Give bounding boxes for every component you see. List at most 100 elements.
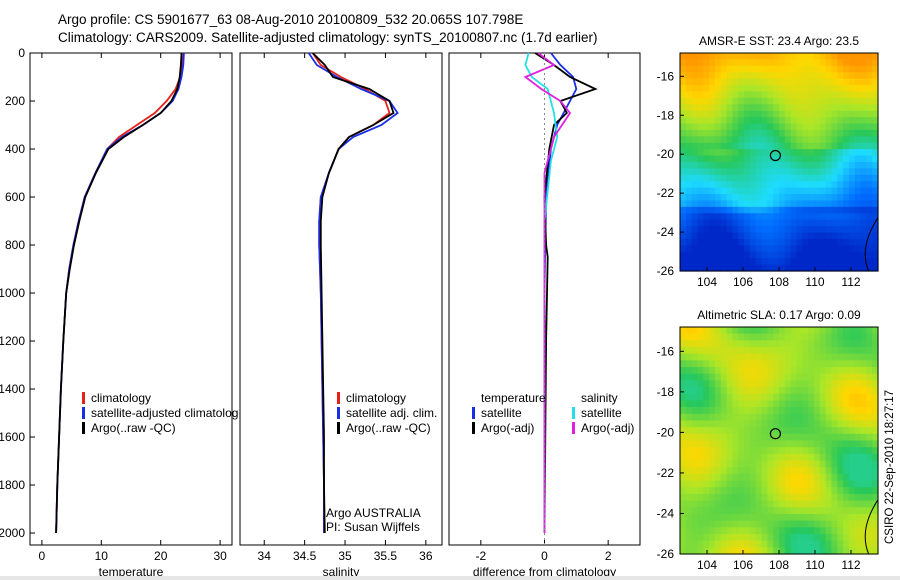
map-cell: [685, 194, 693, 202]
map-cell: [697, 142, 704, 150]
map-cell: [755, 327, 763, 335]
map-cell: [726, 387, 734, 395]
map-cell: [872, 400, 879, 408]
map-cell: [779, 91, 786, 99]
map-cell: [872, 460, 879, 468]
map-cell: [738, 507, 745, 515]
map-cell: [703, 59, 710, 67]
map-cell: [720, 533, 728, 542]
map-cell: [703, 333, 710, 341]
map-cell: [738, 393, 745, 402]
map-cell: [837, 226, 844, 234]
map-cell: [703, 123, 710, 131]
map-cell: [813, 129, 821, 137]
map-cell: [714, 206, 722, 214]
map-cell: [802, 427, 809, 435]
map-cell: [784, 400, 792, 408]
map-cell: [726, 187, 734, 195]
map-cell: [854, 226, 862, 234]
y-tick-label: 800: [5, 238, 25, 252]
map-cell: [738, 427, 745, 435]
map-cell: [714, 53, 722, 61]
map-cell: [819, 520, 827, 528]
map-cell: [860, 72, 867, 80]
map-cell: [761, 174, 768, 182]
bottom-scrollbar[interactable]: [0, 576, 900, 580]
map-cell: [808, 433, 815, 442]
map-cell: [732, 238, 739, 246]
map-cell: [843, 117, 850, 125]
map-cell: [691, 353, 699, 361]
map-cell: [790, 453, 798, 462]
map-cell: [784, 65, 792, 73]
map-cell: [773, 407, 780, 415]
map-cell: [773, 413, 780, 422]
map-cell: [738, 200, 745, 208]
map-cell: [685, 251, 693, 259]
map-cell: [685, 162, 693, 170]
map-cell: [813, 513, 821, 522]
map-cell: [872, 117, 879, 125]
map-cell: [802, 155, 809, 163]
map-cell: [831, 168, 838, 176]
map-cell: [790, 440, 798, 448]
map-cell: [843, 540, 850, 548]
map-cell: [831, 527, 838, 535]
map-cell: [749, 226, 757, 234]
map-cell: [808, 59, 815, 67]
map-cell: [819, 460, 827, 468]
map-cell: [843, 168, 850, 176]
map-cell: [796, 500, 803, 508]
map-cell: [720, 473, 728, 482]
map-cell: [720, 513, 728, 522]
map-cell: [749, 245, 757, 253]
legend-label: Argo(-adj): [481, 421, 534, 435]
map-cell: [755, 53, 763, 61]
map-cell: [720, 149, 728, 157]
map-cell: [761, 393, 768, 402]
map-cell: [796, 219, 803, 227]
map-cell: [703, 110, 710, 118]
map-cell: [784, 540, 792, 548]
map-cell: [767, 117, 774, 125]
map-cell: [726, 480, 734, 488]
map-cell: [709, 213, 716, 221]
map-cell: [837, 400, 844, 408]
map-cell: [691, 181, 699, 189]
map-cell: [738, 400, 745, 408]
map-cell: [680, 258, 687, 266]
map-cell: [819, 129, 827, 137]
map-cell: [843, 123, 850, 131]
y-tick-label: -26: [657, 547, 675, 561]
map-cell: [802, 91, 809, 99]
map-cell: [691, 393, 699, 402]
map-cell: [819, 380, 827, 388]
map-cell: [837, 520, 844, 528]
map-cell: [784, 333, 792, 341]
map-cell: [773, 264, 780, 272]
map-cell: [773, 245, 780, 253]
data-provider-annotation: PI: Susan Wijffels: [326, 520, 420, 534]
map-cell: [796, 507, 803, 515]
map-cell: [837, 53, 844, 61]
map-cell: [703, 129, 710, 137]
map-cell: [691, 78, 699, 86]
map-cell: [726, 513, 734, 522]
map-cell: [744, 232, 751, 240]
map-cell: [709, 327, 716, 335]
map-cell: [691, 547, 699, 555]
map-cell: [860, 340, 867, 348]
map-cell: [860, 264, 867, 272]
map-cell: [761, 520, 768, 528]
map-cell: [779, 219, 786, 227]
map-cell: [703, 360, 710, 368]
map-cell: [691, 380, 699, 388]
map-cell: [860, 487, 867, 495]
map-cell: [755, 85, 763, 93]
map-cell: [854, 387, 862, 395]
map-cell: [720, 59, 728, 67]
map-cell: [779, 72, 786, 80]
map-cell: [866, 53, 873, 61]
map-cell: [697, 427, 704, 435]
map-cell: [784, 136, 792, 144]
